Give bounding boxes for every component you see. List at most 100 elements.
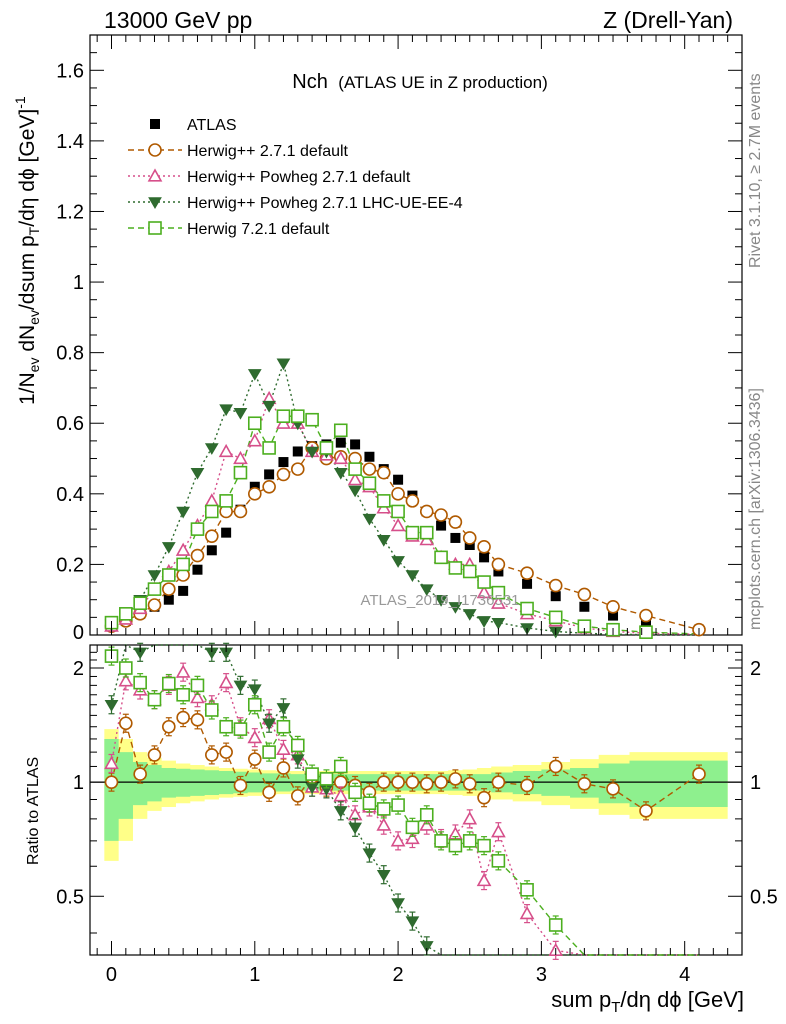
ratio-point-herwig-7-2-1-default bbox=[333, 759, 348, 774]
ratio-point-herwig-2-7-1-default bbox=[391, 775, 405, 789]
data-point-herwig-2-7-1-default bbox=[606, 599, 620, 614]
data-point-herwig-7-2-1-default bbox=[419, 525, 434, 540]
data-point-atlas bbox=[608, 610, 619, 621]
y-tick-label: 0.6 bbox=[56, 413, 84, 435]
data-point-herwig-powheg-2-7-1-default bbox=[476, 584, 492, 599]
ratio-series bbox=[104, 642, 706, 960]
ratio-point-herwig-2-7-1-default bbox=[419, 776, 434, 791]
ratio-point-herwig-7-2-1-default bbox=[290, 738, 305, 753]
data-point-herwig-7-2-1-default bbox=[391, 504, 405, 519]
ratio-point-herwig-7-2-1-default bbox=[548, 918, 563, 932]
ratio-point-herwig-7-2-1-default bbox=[205, 703, 219, 717]
ratio-point-herwig-powheg-2-7-1-default bbox=[390, 833, 406, 847]
ratio-point-herwig-powheg-2-7-1-lhc-ue-ee-4 bbox=[276, 703, 291, 715]
ylabel-main: 1/Nev dNev/dsum pT/dη dϕ [GeV]-1 bbox=[12, 96, 42, 405]
data-point-herwig-7-2-1-default bbox=[477, 575, 491, 589]
data-point-herwig-powheg-2-7-1-lhc-ue-ee-4 bbox=[348, 485, 362, 498]
data-point-herwig-powheg-2-7-1-lhc-ue-ee-4 bbox=[247, 369, 262, 381]
ratio-point-herwig-7-2-1-default bbox=[262, 745, 276, 759]
ratio-plot-frame bbox=[89, 644, 743, 956]
ratio-point-herwig-powheg-2-7-1-default bbox=[175, 664, 191, 678]
plot-title-main: Nch bbox=[292, 71, 328, 93]
ratio-point-herwig-7-2-1-default bbox=[162, 676, 176, 691]
ratio-point-herwig-powheg-2-7-1-default bbox=[118, 673, 134, 687]
ratio-band-total bbox=[104, 729, 728, 861]
ratio-band-stat bbox=[104, 738, 728, 841]
ratio-point-herwig-2-7-1-default bbox=[405, 775, 420, 789]
data-point-herwig-7-2-1-default bbox=[520, 601, 534, 616]
ratio-point-herwig-2-7-1-default bbox=[205, 748, 219, 762]
ratio-point-herwig-2-7-1-default bbox=[119, 716, 133, 731]
data-point-atlas bbox=[350, 439, 361, 450]
data-point-herwig-7-2-1-default bbox=[176, 557, 190, 572]
ratio-point-herwig-powheg-2-7-1-default bbox=[376, 817, 392, 831]
series-line-herwig-powheg-2-7-1-default bbox=[111, 396, 700, 635]
ratio-point-herwig-powheg-2-7-1-lhc-ue-ee-4 bbox=[247, 684, 262, 697]
ratio-point-herwig-powheg-2-7-1-lhc-ue-ee-4 bbox=[233, 680, 248, 693]
data-point-herwig-powheg-2-7-1-lhc-ue-ee-4 bbox=[190, 467, 205, 480]
ratio-point-herwig-powheg-2-7-1-lhc-ue-ee-4 bbox=[391, 898, 405, 910]
y-tick-label: 1.6 bbox=[56, 60, 84, 82]
data-point-atlas bbox=[335, 437, 346, 448]
data-point-herwig-2-7-1-default bbox=[362, 462, 377, 476]
analysis-label: ATLAS_2019_I1736531 bbox=[360, 592, 519, 609]
data-point-herwig-7-2-1-default bbox=[448, 561, 463, 575]
ratio-point-herwig-powheg-2-7-1-default bbox=[491, 824, 506, 838]
data-point-herwig-powheg-2-7-1-lhc-ue-ee-4 bbox=[434, 595, 448, 607]
ratio-point-herwig-powheg-2-7-1-lhc-ue-ee-4 bbox=[262, 718, 276, 731]
ratio-point-herwig-7-2-1-default bbox=[247, 697, 262, 712]
data-point-herwig-2-7-1-default bbox=[639, 608, 653, 623]
data-point-herwig-powheg-2-7-1-lhc-ue-ee-4 bbox=[219, 404, 234, 417]
ratio-point-herwig-2-7-1-default bbox=[434, 775, 448, 789]
ratio-point-herwig-7-2-1-default bbox=[219, 719, 233, 734]
ratio-point-herwig-7-2-1-default bbox=[362, 796, 377, 810]
ratio-point-herwig-7-2-1-default bbox=[190, 678, 205, 693]
ratio-point-herwig-powheg-2-7-1-default bbox=[247, 730, 263, 744]
ratio-point-herwig-2-7-1-default bbox=[462, 776, 477, 791]
ratio-point-herwig-2-7-1-default bbox=[104, 775, 119, 789]
legend-marker-herwig-7-2-1-default bbox=[148, 221, 162, 235]
ratio-point-herwig-2-7-1-default bbox=[190, 713, 205, 727]
data-point-herwig-powheg-2-7-1-default bbox=[247, 433, 263, 447]
data-point-atlas bbox=[393, 474, 404, 485]
legend-label-herwig-powheg-2-7-1-lhc-ue-ee-4: Herwig++ Powheg 2.7.1 LHC-UE-EE-4 bbox=[187, 195, 463, 212]
ratio-point-herwig-7-2-1-default bbox=[462, 834, 477, 848]
series-line-herwig-powheg-2-7-1-lhc-ue-ee-4 bbox=[111, 360, 700, 636]
data-point-herwig-7-2-1-default bbox=[190, 522, 205, 536]
data-point-herwig-powheg-2-7-1-lhc-ue-ee-4 bbox=[333, 467, 348, 480]
plot-title-sub: (ATLAS UE in Z production) bbox=[338, 73, 547, 92]
legend-marker-atlas bbox=[150, 119, 160, 129]
data-point-herwig-7-2-1-default bbox=[262, 441, 276, 455]
ratio-point-herwig-7-2-1-default bbox=[520, 883, 534, 897]
ratio-point-herwig-powheg-2-7-1-lhc-ue-ee-4 bbox=[348, 822, 362, 835]
data-point-herwig-powheg-2-7-1-default bbox=[175, 542, 191, 556]
data-point-atlas bbox=[450, 532, 461, 543]
data-point-herwig-7-2-1-default bbox=[119, 607, 133, 621]
ratio-point-herwig-7-2-1-default bbox=[448, 838, 463, 853]
data-point-herwig-7-2-1-default bbox=[147, 582, 162, 596]
data-point-herwig-2-7-1-default bbox=[205, 529, 219, 543]
data-point-herwig-2-7-1-default bbox=[376, 465, 391, 480]
data-point-herwig-powheg-2-7-1-lhc-ue-ee-4 bbox=[233, 407, 248, 420]
y-tick-label: 0.8 bbox=[56, 343, 84, 365]
legend-label-herwig-7-2-1-default: Herwig 7.2.1 default bbox=[187, 221, 330, 238]
data-point-herwig-2-7-1-default bbox=[276, 467, 291, 482]
data-point-atlas bbox=[579, 601, 590, 612]
data-point-atlas bbox=[493, 566, 504, 577]
ratio-point-herwig-2-7-1-default bbox=[577, 776, 592, 791]
data-point-herwig-7-2-1-default bbox=[233, 465, 248, 480]
data-point-herwig-7-2-1-default bbox=[434, 550, 448, 565]
data-point-herwig-powheg-2-7-1-lhc-ue-ee-4 bbox=[462, 609, 477, 621]
data-point-herwig-2-7-1-default bbox=[190, 548, 205, 563]
legend-marker-herwig-powheg-2-7-1-default bbox=[147, 168, 163, 182]
ratio-point-herwig-2-7-1-default bbox=[276, 761, 291, 775]
plot-title: Nch (ATLAS UE in Z production) bbox=[292, 71, 547, 93]
data-point-herwig-2-7-1-default bbox=[448, 515, 463, 529]
data-point-herwig-powheg-2-7-1-lhc-ue-ee-4 bbox=[419, 584, 434, 597]
data-point-herwig-powheg-2-7-1-lhc-ue-ee-4 bbox=[477, 616, 491, 628]
data-point-herwig-powheg-2-7-1-default bbox=[491, 595, 506, 609]
ratio-point-herwig-2-7-1-default bbox=[477, 790, 491, 805]
ratio-point-herwig-7-2-1-default bbox=[477, 838, 491, 853]
data-point-herwig-7-2-1-default bbox=[376, 494, 391, 508]
